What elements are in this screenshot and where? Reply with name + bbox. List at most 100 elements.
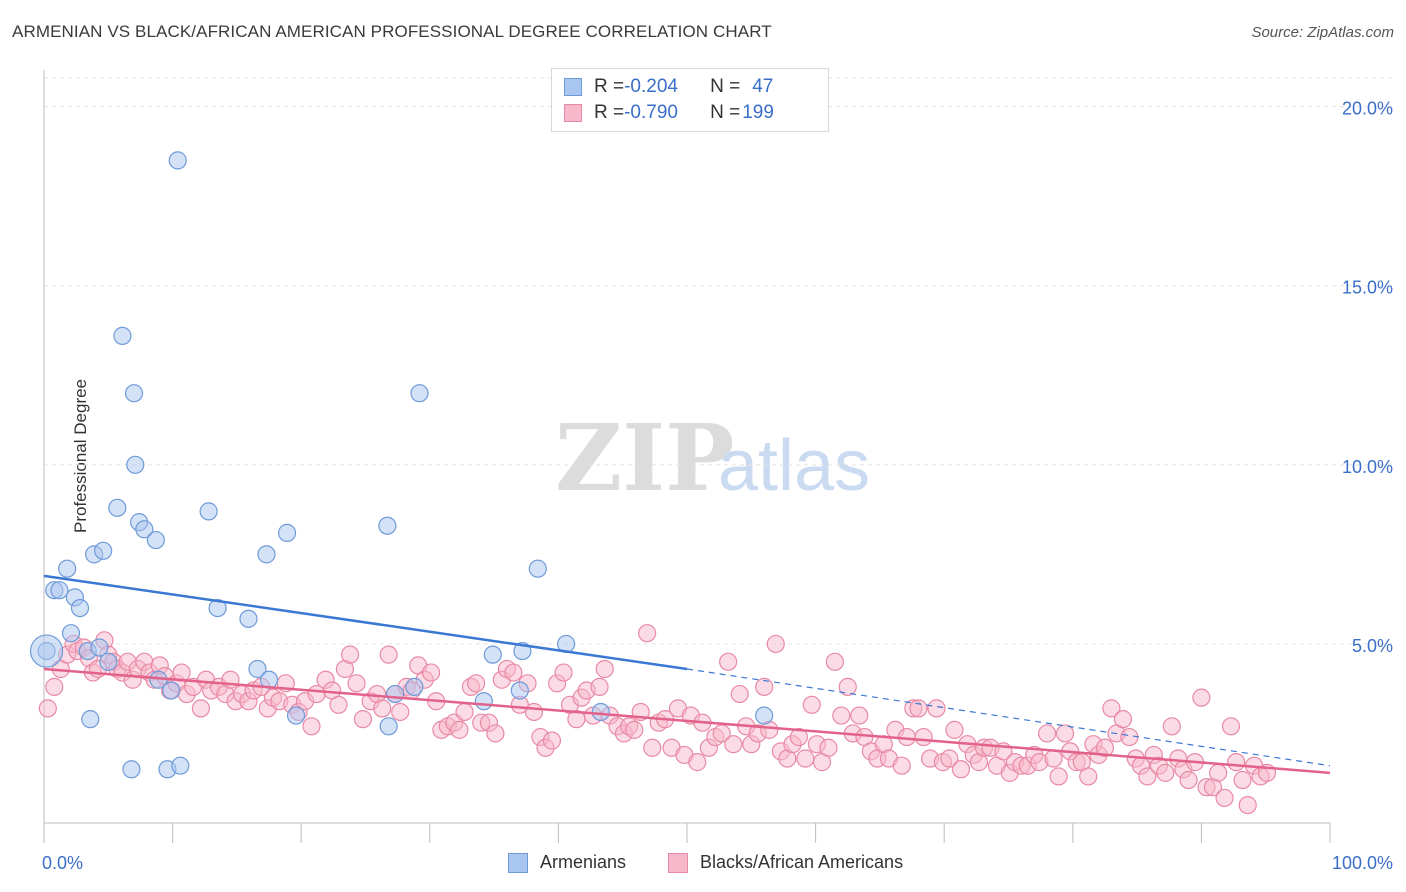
watermark-zip: ZIP (555, 404, 734, 512)
black-african-american-point (1221, 717, 1241, 736)
black-african-american-point (329, 695, 348, 714)
black-african-american-point (1215, 788, 1234, 808)
watermark-atlas: atlas (718, 426, 870, 506)
armenian-point (405, 677, 424, 696)
y-tick-label: 5.0% (1352, 636, 1393, 656)
black-african-american-point (1113, 710, 1133, 729)
black-african-american-point (796, 749, 815, 768)
black-african-american-point (730, 684, 749, 704)
black-african-american-point (1037, 724, 1057, 743)
black-african-american-point (1102, 699, 1121, 718)
armenian-point (286, 706, 306, 725)
armenian-point (146, 530, 165, 550)
black-african-american-point (45, 677, 64, 696)
r-value: -0.204 (624, 76, 678, 97)
armenian-point-large (29, 634, 64, 668)
black-african-american-point (1227, 753, 1246, 772)
black-african-american-point (1233, 770, 1252, 790)
r-label: R = (594, 102, 625, 123)
armenian-point (528, 559, 547, 578)
armenian-point (94, 541, 113, 560)
armenian-point (239, 609, 258, 628)
source-label: Source: ZipAtlas.com (1251, 24, 1394, 41)
black-african-american-point (1079, 767, 1098, 786)
armenian-point (162, 681, 181, 700)
black-african-american-point (766, 634, 785, 654)
armenian-trend-line (43, 574, 688, 671)
armenian-point (483, 645, 502, 664)
stats-legend-row-black: R = -0.790 N = 199 (564, 101, 774, 125)
armenian-point (474, 692, 493, 711)
black-african-american-point (909, 699, 928, 718)
armenian-point (248, 659, 267, 679)
stats-legend-row-armenians: R = -0.204 N = 47 (564, 75, 773, 99)
black-african-american-point (542, 731, 562, 750)
black-african-american-point (1162, 717, 1181, 736)
black-african-american-point (353, 710, 373, 729)
r-value: -0.790 (624, 102, 678, 123)
armenian-point (61, 624, 81, 643)
black-african-american-point (755, 677, 774, 696)
legend-item-black-african-americans: Blacks/African Americans (668, 852, 903, 873)
black-african-american-point (379, 645, 398, 664)
stats-legend: R = -0.204 N = 47 R = -0.790 N = 199 (551, 68, 829, 132)
armenian-point (58, 559, 77, 578)
black-african-americans-legend-swatch (668, 852, 688, 873)
black-african-american-point (951, 760, 971, 779)
black-african-american-point (638, 624, 657, 643)
armenian-point (70, 598, 90, 618)
armenian-point (124, 384, 144, 403)
black-african-american-point (391, 702, 410, 722)
black-african-american-trend-line (43, 667, 1331, 775)
armenian-trend-line-extension (686, 668, 1331, 767)
black-african-american-point (1055, 724, 1075, 743)
black-african-american-point (892, 756, 911, 775)
black-african-american-point (554, 663, 573, 682)
black-african-american-point (688, 753, 707, 772)
armenians-legend-label: Armenians (540, 852, 627, 872)
black-african-american-point (724, 735, 743, 754)
n-value: 199 (742, 102, 774, 123)
armenian-point (510, 681, 529, 700)
black-african-american-point (302, 717, 321, 736)
n-value: 47 (752, 76, 774, 97)
black-african-american-point (940, 749, 959, 768)
black-african-american-point (466, 674, 486, 693)
armenian-point (126, 455, 145, 474)
black-african-american-point (789, 727, 808, 747)
armenian-point (108, 498, 127, 517)
black-african-american-swatch (564, 104, 582, 122)
y-tick-label: 10.0% (1342, 457, 1393, 477)
black-african-american-point (1138, 767, 1157, 786)
armenian-point (90, 638, 109, 657)
black-african-american-point (914, 727, 933, 747)
black-african-american-point (1049, 767, 1068, 786)
black-african-american-point (590, 677, 609, 696)
armenians-legend-swatch (508, 852, 528, 873)
black-african-american-point (1044, 749, 1063, 768)
x-tick-label-min: 0.0% (42, 853, 83, 873)
x-tick-label-max: 100.0% (1332, 853, 1393, 873)
black-african-american-point (1095, 738, 1115, 757)
armenian-point (99, 652, 118, 671)
armenian-point (591, 702, 610, 722)
black-african-american-point (38, 699, 57, 718)
armenian-point (257, 545, 276, 564)
black-african-american-point (1120, 727, 1139, 747)
armenian-point (410, 384, 429, 403)
black-african-american-point (850, 706, 869, 725)
armenian-point (122, 760, 141, 779)
armenian-point (379, 717, 398, 736)
chart-title: ARMENIAN VS BLACK/AFRICAN AMERICAN PROFE… (12, 22, 772, 41)
black-african-american-point (643, 738, 662, 757)
n-label: N = (710, 102, 741, 123)
black-african-american-point (191, 699, 210, 718)
black-african-american-point (1192, 688, 1211, 707)
black-african-american-point (347, 674, 366, 693)
armenian-point (199, 502, 218, 521)
black-african-american-point (825, 652, 844, 671)
armenian-point (385, 684, 405, 704)
black-african-american-point (945, 720, 964, 739)
black-african-american-point (802, 695, 821, 714)
black-african-american-point (832, 706, 851, 725)
